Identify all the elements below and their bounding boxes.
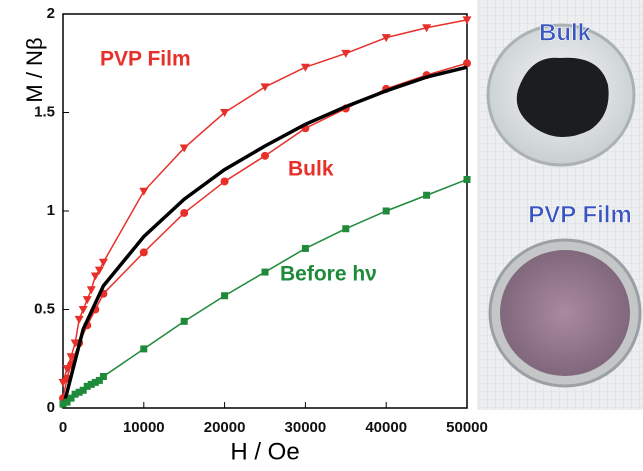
y-axis-label: M / Nβ: [22, 37, 47, 102]
series-line: [63, 179, 467, 404]
series-line: [63, 67, 467, 408]
data-point: [302, 245, 309, 252]
data-point: [342, 225, 349, 232]
y-tick-label: 1.5: [34, 103, 55, 120]
data-point: [221, 292, 228, 299]
series-line: [63, 20, 467, 382]
x-tick-label: 40000: [365, 419, 407, 436]
data-point: [464, 176, 471, 183]
data-point: [87, 286, 96, 294]
series-line: [63, 63, 467, 398]
data-point: [261, 152, 269, 160]
x-axis-label: H / Oe: [230, 438, 299, 465]
series-label: PVP Film: [100, 48, 191, 71]
data-point: [91, 273, 100, 281]
y-tick-label: 1: [47, 202, 55, 219]
photo-label: Bulk: [539, 19, 592, 46]
data-point: [221, 177, 229, 185]
data-point: [423, 192, 430, 199]
x-tick-label: 0: [59, 419, 67, 436]
x-tick-label: 30000: [285, 419, 327, 436]
x-tick-label: 10000: [123, 419, 165, 436]
y-tick-label: 0.5: [34, 300, 55, 317]
x-tick-label: 50000: [446, 419, 488, 436]
x-tick-label: 20000: [204, 419, 246, 436]
data-point: [140, 345, 147, 352]
data-point: [181, 318, 188, 325]
photo-label: PVP Film: [528, 201, 632, 228]
series-label: Bulk: [288, 158, 334, 181]
data-point: [261, 83, 270, 91]
data-point: [140, 248, 148, 256]
series-label: Before hν: [280, 263, 377, 286]
data-point: [79, 306, 88, 314]
data-point: [383, 208, 390, 215]
data-point: [139, 188, 148, 196]
data-point: [262, 269, 269, 276]
data-point: [301, 64, 310, 72]
figure: Bulk PVP Film H / Oe M / Nβ 0 0.5 1 1.5 2 0 10…: [0, 0, 643, 466]
data-point: [75, 316, 84, 324]
data-point: [83, 296, 92, 304]
y-tick-label: 2: [47, 5, 55, 22]
y-tick-label: 0: [47, 399, 55, 416]
pvp-film: [500, 250, 630, 376]
data-point: [180, 209, 188, 217]
plot-frame: [63, 14, 467, 408]
data-point: [100, 373, 107, 380]
data-point: [99, 259, 108, 267]
photo-panel: Bulk PVP Film: [477, 0, 643, 410]
data-point: [463, 59, 471, 67]
